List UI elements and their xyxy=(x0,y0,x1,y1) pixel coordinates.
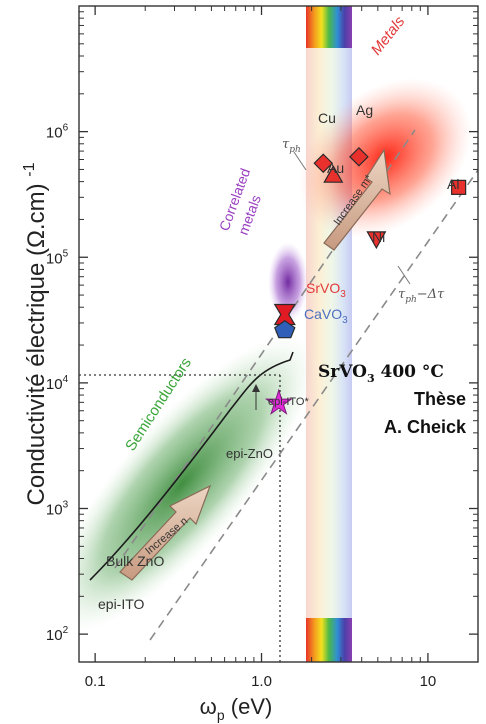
chart-marks xyxy=(264,146,467,415)
label-ni: Ni xyxy=(372,229,385,245)
y-tick-label-4: 106 xyxy=(46,123,69,142)
this-work-point-0 xyxy=(264,388,293,415)
tau-ph-label: τph xyxy=(282,137,301,155)
spectrum-bottom-strip xyxy=(306,618,352,662)
semiconductor-trend-line xyxy=(89,351,294,581)
author-label: A. Cheick xyxy=(384,417,467,437)
x-axis-label: ωp (eV) xyxy=(200,694,273,723)
correlated-metals-point-0 xyxy=(273,303,296,326)
label-ag: Ag xyxy=(356,102,373,118)
label-cu: Cu xyxy=(318,110,336,126)
label-epi-ito-low: epi-ITO xyxy=(98,596,145,612)
x-tick-label-2: 10 xyxy=(420,673,437,690)
metals-point-0 xyxy=(313,153,334,174)
semiconductors-region xyxy=(79,334,316,634)
label-epi-zno: epi-ZnO xyxy=(226,446,273,461)
x-axis-ticks: 0.1 1.0 10 xyxy=(85,6,437,690)
y-axis-label: Conductivité électrique (Ω.cm) -1 xyxy=(21,162,50,505)
metals-point-1 xyxy=(349,146,369,167)
x-tick-label-0: 0.1 xyxy=(85,673,106,690)
tau-ph-dt-label: τph−Δτ xyxy=(398,287,445,305)
these-label: Thèse xyxy=(414,389,466,409)
metals-point-4 xyxy=(366,231,387,250)
correlated-metals-point-1 xyxy=(274,319,296,339)
increase-m-arrow xyxy=(323,148,391,251)
plot-frame xyxy=(78,5,479,663)
metals-point-2 xyxy=(323,164,344,183)
tau-ph-dt-pointer xyxy=(397,265,411,285)
tau-ph-dt-guide-line xyxy=(149,169,478,641)
label-au: Au xyxy=(327,160,344,176)
metals-point-3 xyxy=(451,179,467,195)
metals-label: Metals xyxy=(368,13,409,59)
y-tick-label-3: 105 xyxy=(46,248,69,267)
y-axis-ticks: 102 103 104 105 106 xyxy=(46,11,478,644)
tau-ph-pointer xyxy=(293,151,307,171)
y-tick-label-1: 103 xyxy=(46,500,69,519)
label-srvo3: SrVO3 xyxy=(306,280,346,300)
y-tick-label-2: 104 xyxy=(46,374,69,393)
label-this-work: SrVO3 400 °C xyxy=(318,362,444,385)
label-cavo3: CaVO3 xyxy=(304,306,348,326)
spectrum-top-strip xyxy=(306,6,352,48)
label-epi-ito-high: epi-ITO* xyxy=(268,396,309,408)
label-bulk-zno: Bulk ZnO xyxy=(106,553,164,569)
label-al: Al xyxy=(447,176,459,192)
y-tick-label-0: 102 xyxy=(46,625,69,644)
epi-zno-arrowhead xyxy=(252,384,260,392)
x-tick-label-1: 1.0 xyxy=(251,673,272,690)
increase-n-arrow xyxy=(119,484,212,581)
